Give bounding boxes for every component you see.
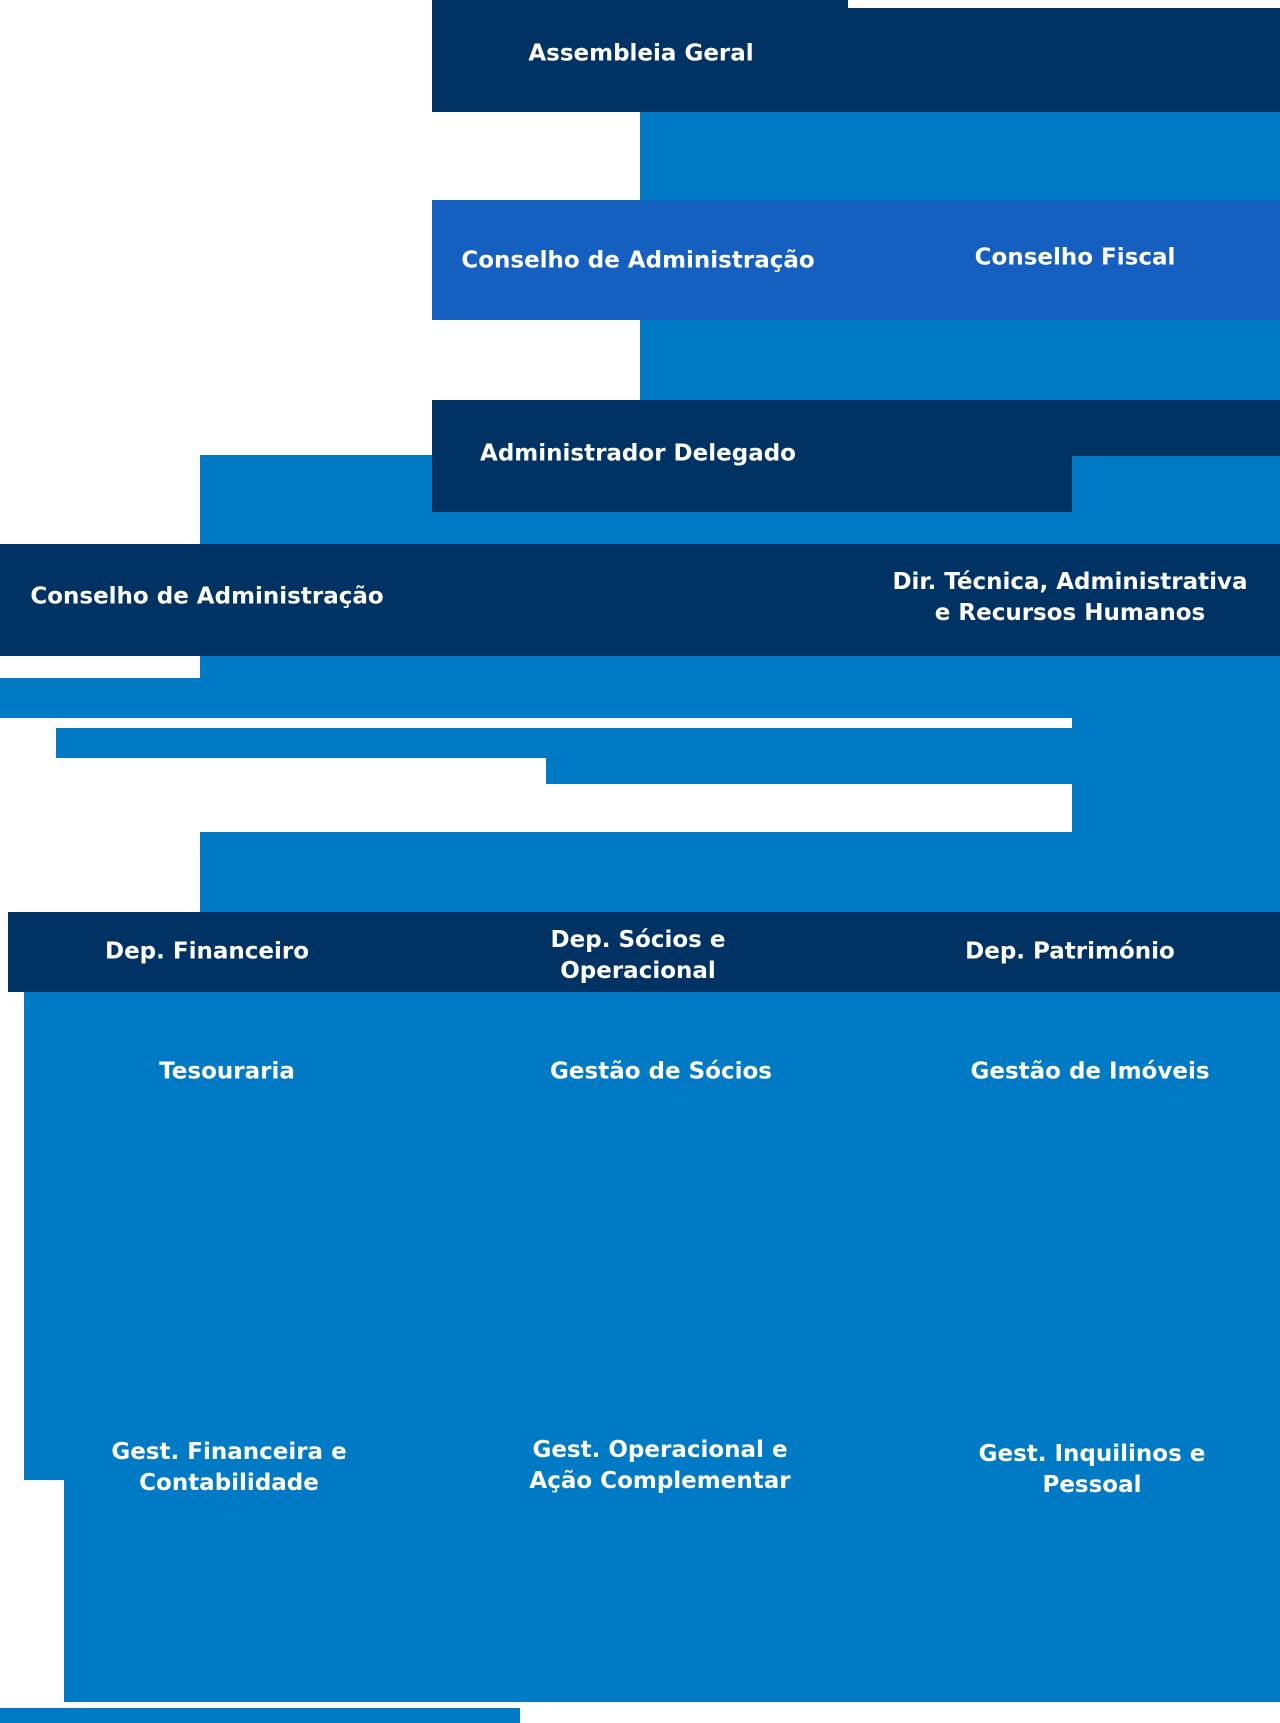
node-conselho-row-box (432, 200, 1280, 320)
node-administrador-delegado: Administrador Delegado (480, 440, 796, 467)
node-assembleia-geral: Assembleia Geral (528, 40, 754, 67)
background-panel-right-column (1072, 455, 1280, 915)
node-gest-financeira-line1: Gest. Financeira e (111, 1439, 347, 1465)
background-band-3 (552, 758, 1072, 784)
node-gest-inquilinos-line2: Pessoal (1042, 1472, 1142, 1498)
node-dep-socios-line2: Operacional (560, 958, 716, 984)
node-dir-tecnica-line2: e Recursos Humanos (934, 600, 1206, 626)
node-gest-operacional-line2: Ação Complementar (529, 1468, 791, 1494)
background-panel-bottom (64, 1480, 1280, 1702)
background-panel-lower (24, 990, 1280, 1480)
white-gap-3 (0, 784, 1072, 832)
node-gestao-imoveis: Gestão de Imóveis (970, 1058, 1210, 1085)
node-gest-operacional-line1: Gest. Operacional e (532, 1437, 788, 1463)
node-gest-financeira: Gest. Financeira e Contabilidade (111, 1437, 346, 1499)
node-gest-operacional: Gest. Operacional e Ação Complementar (529, 1435, 790, 1497)
node-conselho-administracao-top: Conselho de Administração (461, 247, 815, 274)
node-gest-inquilinos-line1: Gest. Inquilinos e (978, 1441, 1206, 1467)
node-conselho-left-row-box (0, 544, 1280, 656)
node-dep-socios: Dep. Sócios e Operacional (551, 925, 726, 987)
node-gest-inquilinos: Gest. Inquilinos e Pessoal (979, 1439, 1206, 1501)
background-band-2 (56, 728, 1072, 758)
top-right-white-notch (848, 0, 1280, 8)
node-departments-row-box (8, 912, 1280, 992)
background-strip-bottom (0, 1708, 520, 1723)
node-dir-tecnica-line1: Dir. Técnica, Administrativa (892, 569, 1248, 595)
node-dep-patrimonio: Dep. Património (965, 938, 1175, 965)
node-tesouraria: Tesouraria (159, 1058, 295, 1085)
background-band-1 (0, 678, 1072, 720)
node-dep-financeiro: Dep. Financeiro (104, 938, 310, 965)
node-dir-tecnica: Dir. Técnica, Administrativa e Recursos … (892, 567, 1247, 629)
node-gest-financeira-line2: Contabilidade (139, 1470, 319, 1496)
node-assembleia-geral-box (432, 0, 1280, 112)
node-administrador-delegado-tab (856, 400, 1280, 456)
node-conselho-administracao-left: Conselho de Administração (30, 583, 384, 610)
node-conselho-fiscal: Conselho Fiscal (974, 244, 1176, 271)
node-gestao-socios: Gestão de Sócios (550, 1058, 772, 1085)
node-dep-socios-line1: Dep. Sócios e (550, 927, 726, 953)
white-gap-1 (0, 718, 1072, 728)
